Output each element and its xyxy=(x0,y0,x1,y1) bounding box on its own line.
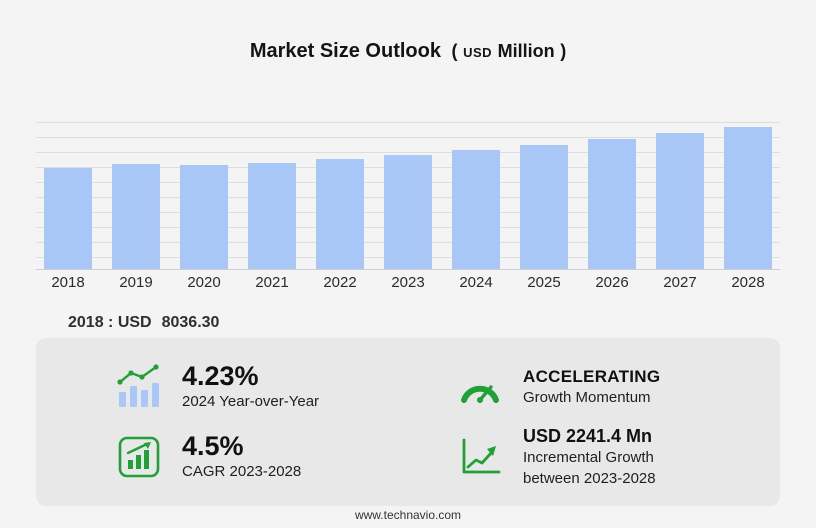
x-axis-label-2021: 2021 xyxy=(255,274,289,291)
x-axis-label-2024: 2024 xyxy=(459,274,493,291)
bar-plot xyxy=(36,122,780,269)
stat-yoy: 4.23% 2024 Year-over-Year xyxy=(114,352,415,422)
x-axis-label-2028: 2028 xyxy=(731,274,765,291)
x-axis-label-2025: 2025 xyxy=(527,274,561,291)
yoy-label: 2024 Year-over-Year xyxy=(182,393,320,411)
stat-cagr: 4.5% CAGR 2023-2028 xyxy=(114,422,415,492)
title-paren-close: ) xyxy=(560,41,567,61)
stats-panel: 4.23% 2024 Year-over-Year ACCELERATING G… xyxy=(36,338,780,506)
page-title: Market Size Outlook ( USD Million ) xyxy=(0,40,816,63)
title-unit-word: Million xyxy=(497,41,555,61)
title-unit-currency: USD xyxy=(463,45,493,60)
x-axis-label-2026: 2026 xyxy=(595,274,629,291)
x-axis-label-2023: 2023 xyxy=(391,274,425,291)
cagr-value: 4.5% xyxy=(182,431,244,462)
annotation-value: 8036.30 xyxy=(161,314,220,331)
incremental-value: USD 2241.4 Mn xyxy=(523,426,653,447)
bar-2024 xyxy=(452,150,500,269)
annotation-label: 2018 : USD xyxy=(68,314,152,331)
speedometer-icon xyxy=(455,369,505,405)
first-year-annotation: 2018 : USD 8036.30 xyxy=(68,314,219,332)
bar-chart xyxy=(36,122,780,270)
yoy-bars-trend-icon xyxy=(114,364,164,410)
bar-2022 xyxy=(316,159,364,269)
cagr-label: CAGR 2023-2028 xyxy=(182,463,302,481)
bar-2020 xyxy=(180,165,228,269)
incremental-label: Incremental Growth between 2023-2028 xyxy=(523,449,656,487)
bar-2027 xyxy=(656,133,704,269)
bar-2018 xyxy=(44,168,92,269)
momentum-value: ACCELERATING xyxy=(523,366,661,386)
bar-2025 xyxy=(520,145,568,269)
stat-incremental: USD 2241.4 Mn Incremental Growth between… xyxy=(455,422,756,492)
x-axis-label-2018: 2018 xyxy=(51,274,85,291)
bar-2023 xyxy=(384,155,432,269)
momentum-label: Growth Momentum xyxy=(523,388,651,406)
title-main: Market Size Outlook xyxy=(249,40,441,62)
bar-2021 xyxy=(248,163,296,269)
yoy-value: 4.23% xyxy=(182,361,259,392)
x-axis-labels: 2018 2019 2020 2021 2022 2023 2024 2025 2026 2027… xyxy=(36,274,780,291)
x-axis-label-2022: 2022 xyxy=(323,274,357,291)
bar-2026 xyxy=(588,139,636,269)
cagr-chart-icon xyxy=(114,435,164,479)
x-axis-label-2019: 2019 xyxy=(119,274,153,291)
title-paren-open: ( xyxy=(451,41,458,61)
x-axis-label-2027: 2027 xyxy=(663,274,697,291)
bar-2028 xyxy=(724,127,772,269)
incremental-growth-icon xyxy=(455,437,505,477)
bar-2019 xyxy=(112,164,160,269)
stat-momentum: ACCELERATING Growth Momentum xyxy=(455,352,756,422)
website-url: www.technavio.com xyxy=(354,508,462,522)
x-axis-label-2020: 2020 xyxy=(187,274,221,291)
